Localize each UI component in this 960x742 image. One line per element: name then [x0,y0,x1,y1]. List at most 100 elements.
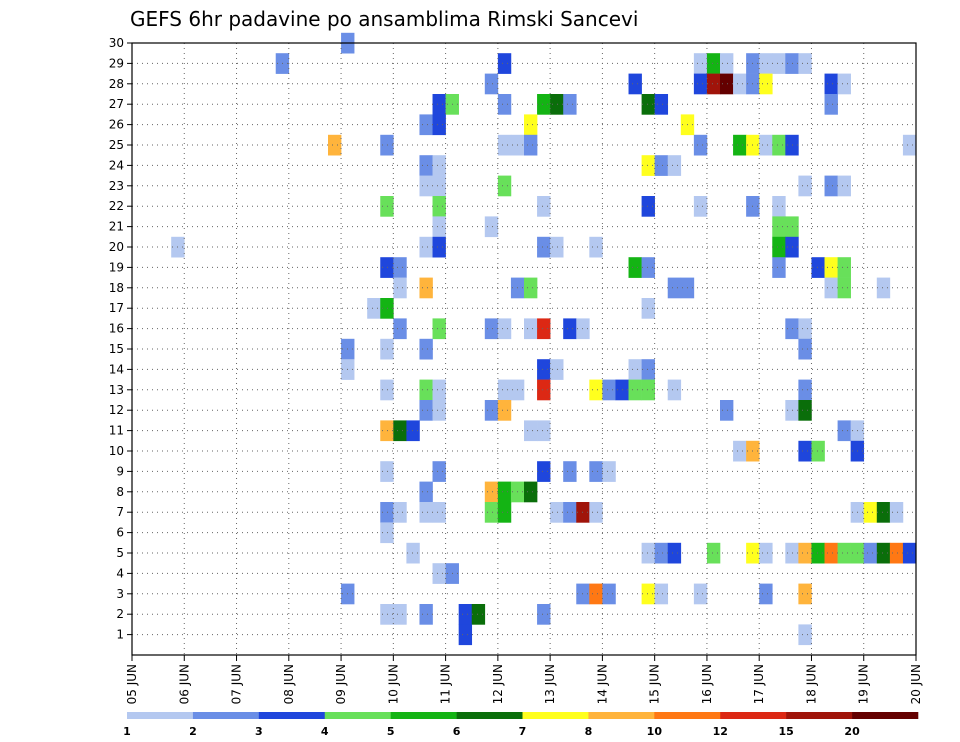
y-axis: 1234567891011121314151617181920212223242… [109,36,132,642]
precip-cell [733,440,747,462]
precip-cell [798,400,812,421]
precip-cell [837,420,851,442]
precip-cell [419,604,433,625]
precip-cell [537,604,551,625]
precip-cell [380,196,394,217]
legend-level-label: 4 [321,725,329,738]
precip-cell [641,542,655,564]
x-tick-label: 09 JUN [334,664,348,704]
precip-cell [720,400,734,421]
x-tick-label: 17 JUN [752,664,766,704]
y-tick-label: 6 [116,526,124,540]
precip-cell [811,257,825,278]
precip-cell [602,379,616,401]
precip-cell [432,175,446,197]
y-tick-label: 19 [109,260,124,274]
legend-swatch [654,712,721,719]
precip-cell [641,583,655,605]
precip-cell [563,502,577,523]
precip-cell [641,257,655,278]
y-tick-label: 30 [109,36,124,50]
precip-cell [537,236,551,258]
legend-level-label: 6 [453,725,461,738]
precip-cell [419,277,433,299]
precip-cell [497,134,512,156]
x-axis: 05 JUN 06 JUN 07 JUN 08 JUN 09 JUN 10 JUN 11 J… [125,655,923,704]
precip-cell [393,318,407,340]
precip-cell [432,114,446,136]
precip-cell [380,134,394,156]
y-tick-label: 20 [109,240,124,254]
precip-cell [419,338,433,360]
precip-cell [484,502,499,523]
precip-cell [432,318,446,340]
x-tick-label: 14 JUN [595,664,609,704]
x-tick-label: 06 JUN [177,664,191,704]
x-tick-label: 18 JUN [804,664,818,704]
precip-cell [537,461,551,482]
precip-cell [693,53,708,74]
precip-cell [628,73,642,95]
x-tick-label: 12 JUN [491,664,505,704]
precip-cell [641,379,655,401]
precip-cell [524,277,538,299]
precip-cell [641,94,655,115]
precip-cell [706,542,721,564]
x-tick-label: 08 JUN [282,664,296,704]
y-tick-label: 27 [109,97,124,111]
precip-cell [837,542,851,564]
precip-cell [654,583,669,605]
precip-cell [537,94,551,115]
precip-cell [654,155,669,176]
precip-cell [432,155,446,176]
precip-cell [798,175,812,197]
x-tick-label: 07 JUN [230,664,244,704]
x-tick-label: 05 JUN [125,664,139,704]
precip-cell [667,155,682,176]
x-tick-label: 15 JUN [648,664,662,704]
y-tick-label: 8 [116,485,124,499]
precip-cell [432,563,446,584]
precip-cell [798,624,812,646]
precip-cell [589,236,603,258]
precip-cell [706,53,721,74]
precip-cell [380,298,394,319]
legend-swatch [588,712,655,719]
legend-swatch [390,712,457,719]
precip-cell [876,502,891,523]
precip-cell [759,53,773,74]
legend-level-label: 1 [123,725,131,738]
precip-cell [824,542,838,564]
precip-cell [759,542,773,564]
precip-cell [432,216,446,238]
legend-level-label: 10 [647,725,663,738]
legend-level-label: 5 [387,725,395,738]
precip-cell [693,196,708,217]
precip-cell [524,318,538,340]
precip-cell [706,73,721,95]
legend-level-label: 7 [519,725,527,738]
precip-cell [419,175,433,197]
legend-swatch [192,712,260,719]
precip-cell [497,400,512,421]
precip-cell [419,379,433,401]
legend-swatch [786,712,853,719]
y-tick-label: 9 [116,464,124,478]
precip-cell [380,257,394,278]
precip-cell [484,216,499,238]
precip-cell [798,338,812,360]
precip-cell [772,216,786,238]
precip-cell [837,257,851,278]
y-tick-label: 11 [109,424,124,438]
precip-cell [419,400,433,421]
precip-cell [798,379,812,401]
precip-cell [654,542,669,564]
precip-cell [393,277,407,299]
precip-cell [563,461,577,482]
precip-cell [458,604,473,625]
precip-cell [654,94,669,115]
precip-cell [628,379,642,401]
y-tick-label: 17 [109,301,124,315]
precip-cell [380,604,394,625]
color-legend: 1 2 3 4 5 6 7 8 10 12 15 20 [123,712,919,738]
